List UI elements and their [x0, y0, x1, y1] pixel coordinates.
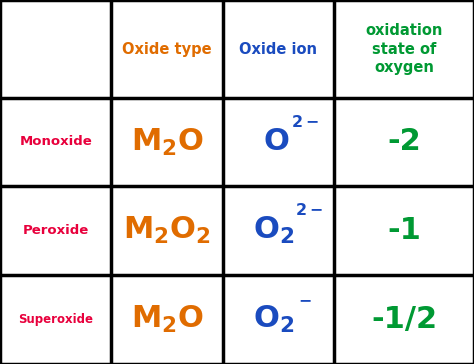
Text: $\mathbf{O_2}$: $\mathbf{O_2}$: [253, 215, 294, 246]
Text: $\mathbf{-}$: $\mathbf{-}$: [298, 292, 311, 307]
Text: -1: -1: [387, 216, 421, 245]
Text: -1/2: -1/2: [371, 305, 437, 334]
Text: Oxide ion: Oxide ion: [239, 41, 318, 57]
Text: -2: -2: [387, 127, 421, 157]
Text: oxidation
state of
oxygen: oxidation state of oxygen: [365, 23, 443, 75]
Text: $\mathbf{O}$: $\mathbf{O}$: [263, 127, 289, 157]
Text: $\mathbf{M_2O}$: $\mathbf{M_2O}$: [131, 304, 203, 335]
Text: $\mathbf{M_2O_2}$: $\mathbf{M_2O_2}$: [123, 215, 211, 246]
Text: Oxide type: Oxide type: [122, 41, 212, 57]
Text: $\mathbf{2-}$: $\mathbf{2-}$: [291, 114, 319, 130]
Text: $\mathbf{2-}$: $\mathbf{2-}$: [295, 202, 323, 218]
Text: Superoxide: Superoxide: [18, 313, 93, 326]
Text: Peroxide: Peroxide: [23, 224, 89, 237]
Text: Monoxide: Monoxide: [19, 135, 92, 149]
Text: $\mathbf{M_2O}$: $\mathbf{M_2O}$: [131, 126, 203, 158]
Text: $\mathbf{O_2}$: $\mathbf{O_2}$: [253, 304, 294, 335]
